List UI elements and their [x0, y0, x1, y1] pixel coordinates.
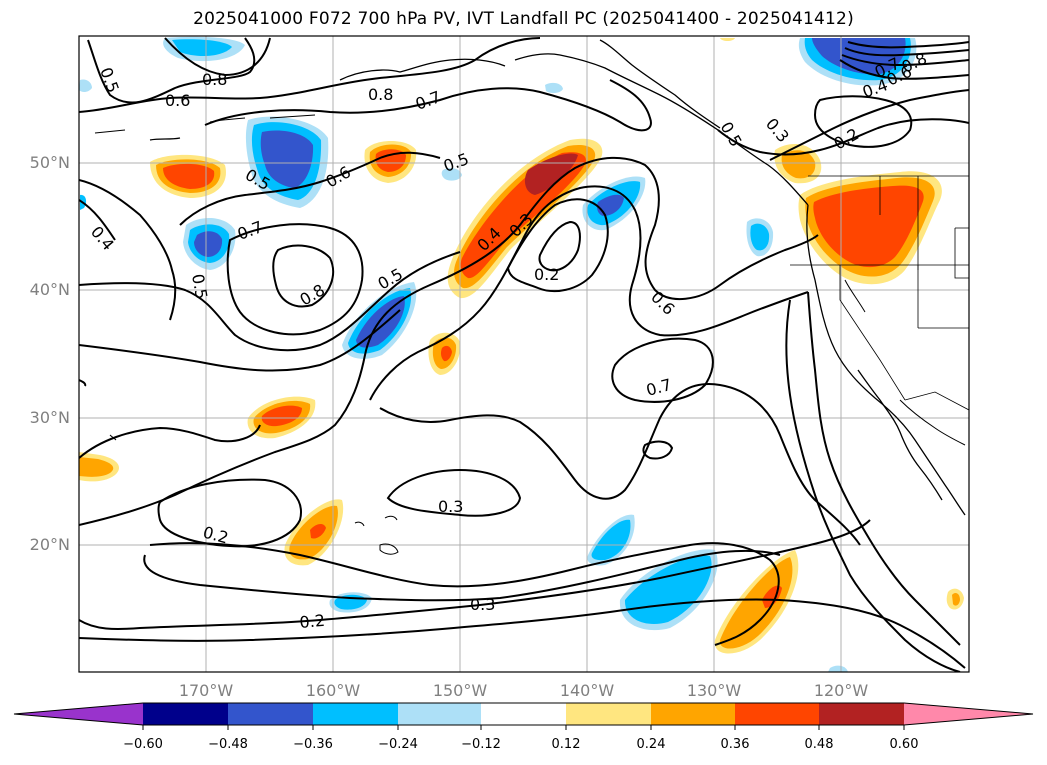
colorbar-segment [398, 703, 481, 725]
colorbar-tick-label: 0.60 [889, 737, 919, 752]
colorbar-segment [313, 703, 398, 725]
contour-label: 0.8 [297, 280, 329, 309]
contour-label: 0.5 [188, 272, 211, 300]
shaded-anomalies: 0.5 0.8 0.6 0.8 0.7 0.5 0.6 0.5 0.4 0.7 … [79, 36, 969, 672]
contour-label: 0.5 [441, 149, 471, 176]
contour-label: 0.5 [96, 65, 123, 95]
lon-label: 150°W [432, 681, 488, 700]
colorbar-extend-low [14, 703, 143, 725]
lat-label: 20°N [29, 535, 70, 554]
colorbar-tick-label: 0.12 [551, 737, 581, 752]
colorbar-tick-label: −0.48 [208, 737, 248, 752]
coastlines [94, 39, 966, 555]
contour-label: 0.7 [235, 217, 265, 244]
contour-label: 0.2 [299, 611, 326, 632]
colorbar-segment [481, 703, 566, 725]
colorbar-tick-label: 0.36 [720, 737, 750, 752]
lat-label: 50°N [29, 153, 70, 172]
contour-label: 0.3 [470, 595, 495, 614]
contour-label: 0.8 [368, 85, 393, 104]
state-borders [790, 175, 969, 411]
colorbar-segment [819, 703, 904, 725]
colorbar-tick-label: −0.12 [461, 737, 501, 752]
pv-contours [79, 37, 969, 672]
lat-label: 40°N [29, 280, 70, 299]
lon-label: 140°W [559, 681, 615, 700]
contour-label: 0.6 [165, 91, 190, 110]
lon-label: 170°W [178, 681, 234, 700]
colorbar-segment [566, 703, 651, 725]
colorbar-segment [143, 703, 228, 725]
lat-label: 30°N [29, 408, 70, 427]
contour-label: 0.6 [647, 287, 678, 318]
map-title: 2025041000 F072 700 hPa PV, IVT Landfall… [193, 9, 854, 29]
contour-label: 0.2 [831, 124, 863, 153]
contour-label: 0.3 [438, 497, 463, 516]
colorbar-segment [228, 703, 313, 725]
lon-label: 160°W [305, 681, 361, 700]
colorbar-tick-label: −0.60 [123, 737, 163, 752]
map-frame [78, 35, 970, 673]
colorbar-tick-label: 0.24 [636, 737, 666, 752]
colorbar-tick-label: 0.48 [804, 737, 834, 752]
colorbar [13, 702, 1034, 730]
colorbar-segment [651, 703, 735, 725]
colorbar-segment [735, 703, 819, 725]
contour-label: 0.2 [534, 265, 559, 284]
contour-label: 0.8 [202, 70, 227, 89]
graticule [79, 36, 969, 672]
lon-label: 120°W [813, 681, 869, 700]
colorbar-extend-high [904, 703, 1033, 725]
colorbar-tick-label: −0.24 [378, 737, 418, 752]
lon-label: 130°W [686, 681, 742, 700]
colorbar-tick-label: −0.36 [293, 737, 333, 752]
contour-label: 0.7 [413, 87, 443, 114]
contour-label: 0.4 [87, 222, 118, 254]
contour-label: 0.3 [762, 114, 793, 146]
contour-label: 0.6 [323, 162, 355, 191]
contour-label: 0.7 [644, 375, 674, 400]
